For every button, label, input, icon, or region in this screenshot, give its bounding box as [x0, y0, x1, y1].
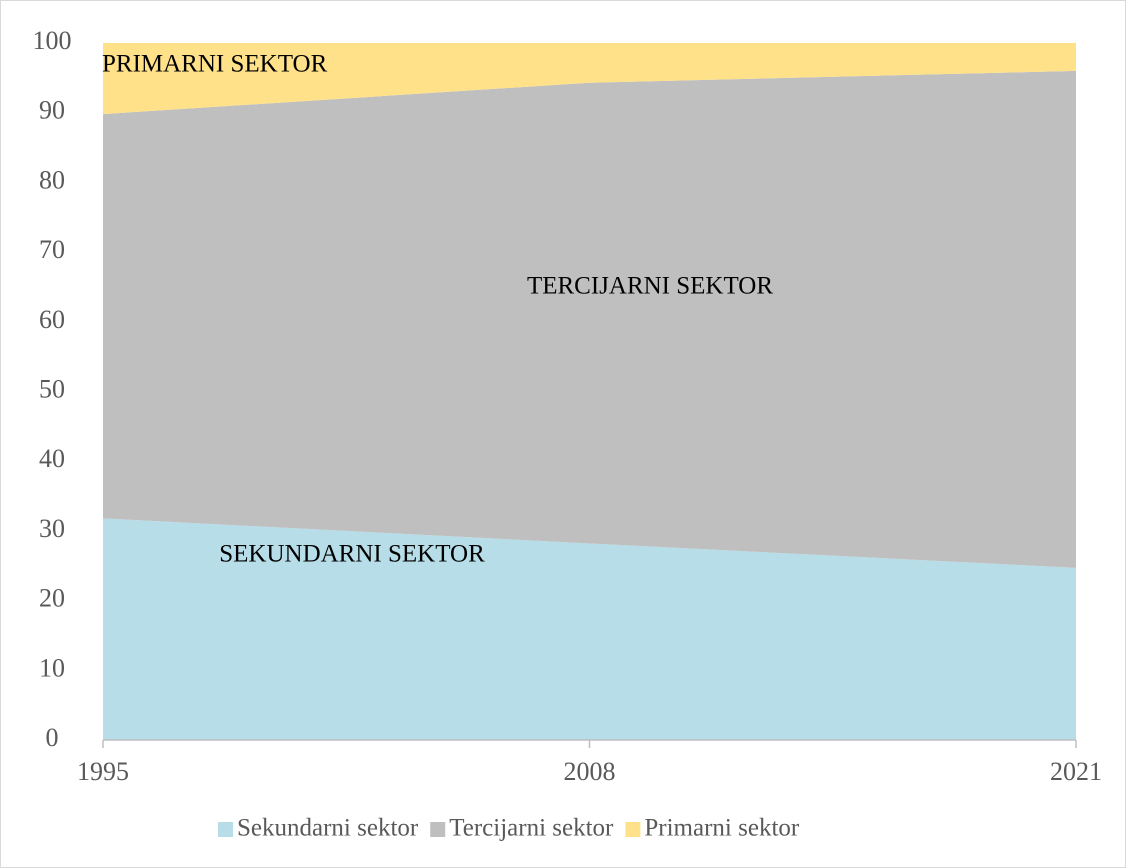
area [103, 70, 1076, 568]
y-tick-label: 40 [39, 444, 65, 473]
legend-label: Sekundarni sektor [237, 815, 419, 842]
annotation: SEKUNDARNI SEKTOR [219, 541, 485, 568]
y-tick-label: 10 [39, 653, 65, 682]
annotation: TERCIJARNI SEKTOR [527, 273, 773, 300]
y-tick-label: 20 [39, 584, 65, 613]
y-tick-label: 60 [39, 305, 65, 334]
legend: Sekundarni sektor Tercijarni sektor Primar… [218, 815, 800, 842]
axes: 0 10 20 30 40 50 60 70 80 90 100 1995 2008 2021 [33, 26, 1103, 786]
area [103, 43, 1076, 115]
area [103, 518, 1076, 740]
x-tick-label: 2008 [564, 757, 616, 786]
legend-swatch [218, 822, 233, 837]
y-tick-label: 80 [39, 165, 65, 194]
legend-swatch [430, 822, 446, 837]
y-tick-label: 30 [39, 514, 65, 543]
y-tick-label: 50 [39, 374, 65, 403]
y-tick-label: 100 [33, 26, 72, 55]
x-tick-label: 1995 [77, 757, 129, 786]
legend-swatch [625, 822, 641, 837]
legend-label: Tercijarni sektor [449, 815, 614, 842]
y-tick-label: 70 [39, 235, 65, 264]
legend-label: Primarni sektor [644, 815, 800, 842]
y-tick-label: 0 [46, 723, 59, 752]
x-tick-label: 2021 [1050, 757, 1102, 786]
y-tick-label: 90 [39, 96, 65, 125]
areas [103, 43, 1076, 740]
annotation: PRIMARNI SEKTOR [102, 51, 328, 78]
